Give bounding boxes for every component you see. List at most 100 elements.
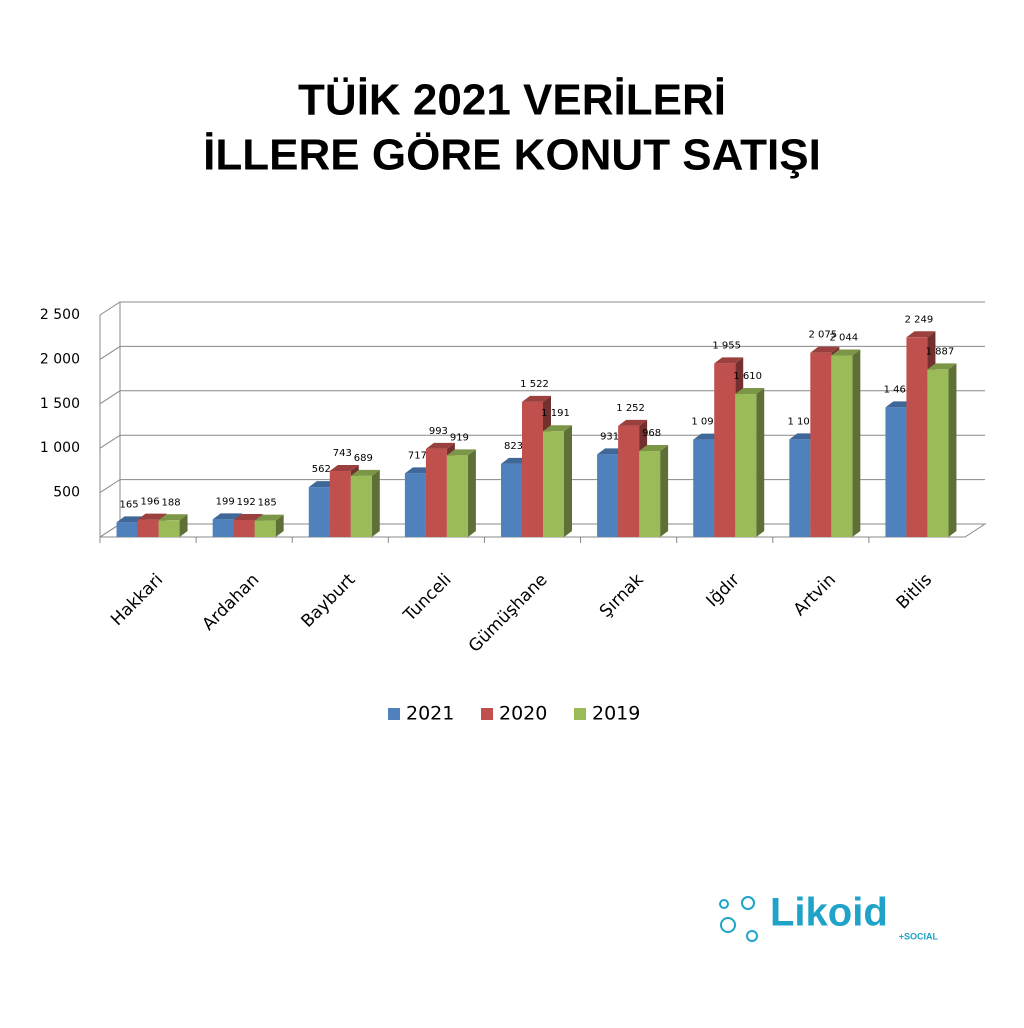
- bar: [254, 520, 276, 537]
- value-label: 1 887: [926, 346, 955, 357]
- bar: [885, 407, 907, 537]
- value-label: 1 100: [788, 416, 817, 427]
- value-label: 2 075: [809, 330, 838, 341]
- value-label: 1 955: [712, 340, 741, 351]
- logo: Likoid +SOCIAL: [719, 891, 938, 942]
- bar: [116, 522, 138, 537]
- bar: [597, 454, 619, 537]
- bar-side: [564, 425, 572, 537]
- x-tick-label: Iğdır: [703, 570, 744, 611]
- legend-label: 2021: [406, 703, 454, 725]
- bar: [639, 451, 661, 537]
- bar: [158, 520, 180, 537]
- bar-side: [852, 349, 861, 537]
- bar: [543, 431, 564, 537]
- value-label: 188: [162, 497, 181, 508]
- bar-top: [543, 425, 572, 432]
- bar-side: [948, 363, 957, 537]
- bar-side: [756, 388, 765, 537]
- bar-top: [522, 395, 551, 402]
- x-tick-label: Artvin: [790, 570, 840, 620]
- bar-top: [618, 419, 648, 426]
- bar: [329, 471, 351, 537]
- bar: [425, 448, 447, 537]
- value-label: 185: [258, 498, 277, 509]
- bar: [350, 475, 372, 537]
- bar-top: [639, 445, 669, 452]
- y-tick-label: 1 000: [40, 440, 80, 456]
- value-label: 717: [408, 450, 427, 461]
- logo-text: Likoid: [770, 891, 888, 935]
- bar: [308, 487, 330, 537]
- value-label: 2 249: [905, 314, 934, 325]
- legend-swatch: [388, 708, 400, 720]
- bar: [446, 455, 468, 537]
- value-label: 1 097: [691, 417, 720, 428]
- bar: [522, 401, 543, 537]
- legend-swatch: [481, 708, 493, 720]
- x-tick-label: Gümüşhane: [465, 570, 552, 657]
- x-tick-label: Ardahan: [199, 570, 264, 635]
- bar-top: [446, 449, 476, 456]
- value-label: 165: [120, 499, 139, 510]
- value-label: 1 460: [884, 384, 913, 395]
- bar: [831, 355, 853, 537]
- y-tick-label: 2 000: [40, 351, 80, 367]
- value-label: 743: [333, 448, 352, 459]
- bar: [714, 363, 736, 537]
- grid-line: [99, 390, 985, 405]
- value-label: 689: [354, 453, 373, 464]
- bar: [735, 394, 757, 537]
- value-label: 562: [312, 464, 331, 475]
- bar: [906, 337, 928, 537]
- value-label: 931: [600, 431, 619, 442]
- grid-line: [99, 301, 985, 316]
- y-tick-label: 1 500: [40, 396, 80, 412]
- value-label: 823: [504, 441, 523, 452]
- bar-top: [831, 349, 861, 356]
- bar-top: [714, 357, 744, 364]
- bar-side: [660, 445, 669, 537]
- y-tick-label: 2 500: [40, 307, 80, 323]
- value-label: 1 191: [541, 408, 570, 419]
- value-label: 968: [642, 428, 661, 439]
- value-label: 196: [141, 497, 160, 508]
- bar-top: [254, 514, 284, 521]
- bar-side: [179, 514, 188, 537]
- bar-top: [425, 442, 455, 449]
- legend-swatch: [574, 708, 586, 720]
- grid-line: [99, 345, 985, 360]
- bar-top: [906, 331, 936, 338]
- bar: [501, 463, 522, 537]
- bar-top: [137, 513, 167, 520]
- value-label: 1 610: [733, 371, 762, 382]
- value-label: 1 522: [520, 379, 549, 390]
- bar: [693, 439, 715, 537]
- value-label: 919: [450, 432, 469, 443]
- y-axis: [99, 302, 121, 538]
- x-tick-label: Şırnak: [596, 570, 648, 622]
- chart-title: TÜİK 2021 VERİLERİ: [298, 76, 726, 125]
- x-tick-label: Hakkari: [107, 570, 167, 630]
- bar: [404, 473, 426, 537]
- y-tick-label: 500: [53, 485, 80, 501]
- chart-subtitle: İLLERE GÖRE KONUT SATIŞI: [203, 131, 821, 180]
- bar-top: [735, 388, 765, 395]
- bar: [927, 369, 949, 537]
- bar: [789, 439, 811, 537]
- value-label: 1 252: [616, 403, 645, 414]
- x-tick-label: Tunceli: [399, 570, 455, 626]
- bar-top: [212, 513, 242, 520]
- bar-side: [467, 449, 476, 537]
- bar: [618, 425, 640, 537]
- bar-top: [329, 465, 359, 472]
- bar-top: [810, 346, 840, 353]
- x-tick-label: Bayburt: [298, 570, 360, 632]
- bar-top: [233, 513, 263, 520]
- bar: [212, 519, 234, 537]
- value-label: 2 044: [830, 332, 859, 343]
- bar: [137, 519, 159, 537]
- bar-side: [371, 469, 380, 537]
- bar-top: [927, 363, 957, 370]
